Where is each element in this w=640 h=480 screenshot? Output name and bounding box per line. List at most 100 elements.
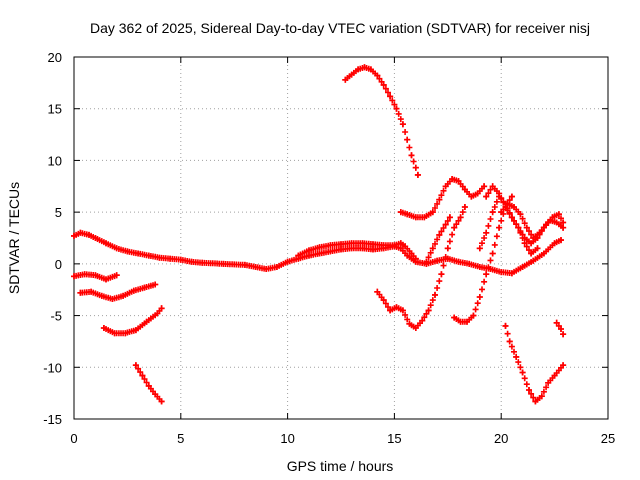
data-point — [513, 353, 520, 360]
data-point — [558, 326, 564, 332]
data-point — [404, 211, 411, 218]
series-track-k — [498, 200, 567, 241]
series-track-upper — [295, 240, 419, 262]
data-point — [103, 240, 109, 247]
data-point — [241, 261, 248, 268]
data-point — [391, 242, 398, 249]
data-point — [412, 255, 419, 262]
data-point — [359, 245, 366, 252]
data-point — [380, 81, 387, 88]
data-point — [100, 325, 107, 331]
data-point — [414, 171, 421, 178]
data-point — [558, 237, 564, 244]
x-tick-labels: 0 5 10 15 20 25 — [70, 431, 615, 446]
data-point — [474, 190, 481, 197]
data-point — [122, 330, 129, 337]
data-point — [511, 204, 517, 210]
data-point — [528, 240, 535, 247]
data-point — [120, 292, 127, 299]
data-point — [370, 241, 376, 248]
data-point — [404, 136, 411, 143]
data-point — [506, 338, 513, 345]
data-point — [145, 382, 152, 389]
data-point — [489, 250, 496, 257]
data-point — [538, 393, 545, 400]
data-point — [470, 312, 477, 319]
data-point — [374, 72, 381, 79]
data-point — [442, 183, 449, 190]
data-point — [549, 214, 556, 221]
data-point — [338, 241, 344, 248]
series-track-lower-c — [100, 305, 165, 337]
data-point — [342, 76, 349, 83]
data-point — [508, 193, 515, 200]
x-tick-label: 5 — [177, 431, 184, 446]
y-tick-label: 20 — [48, 50, 62, 65]
data-point — [402, 243, 409, 250]
data-point — [361, 64, 368, 71]
data-point — [457, 318, 464, 325]
data-point — [338, 246, 344, 253]
data-point — [545, 379, 552, 386]
data-point — [124, 248, 131, 255]
series-track-lower-d — [132, 362, 165, 405]
data-point — [496, 190, 503, 197]
data-point — [528, 250, 535, 257]
data-point — [143, 318, 150, 325]
data-point — [476, 294, 483, 300]
data-point — [158, 305, 165, 312]
data-point — [540, 250, 547, 257]
data-point — [109, 296, 116, 302]
data-point — [113, 245, 120, 252]
data-point — [412, 325, 419, 331]
data-point — [284, 258, 291, 265]
data-point — [98, 292, 105, 299]
data-point — [419, 317, 426, 324]
x-tick-label: 10 — [280, 431, 294, 446]
data-point — [560, 219, 567, 226]
data-point — [551, 372, 558, 379]
data-point — [444, 245, 451, 252]
x-tick-label: 15 — [387, 431, 401, 446]
data-point — [92, 272, 99, 279]
data-point — [560, 362, 567, 369]
data-point — [412, 214, 419, 221]
data-point — [380, 297, 387, 304]
data-point — [135, 250, 142, 257]
data-point — [306, 247, 312, 254]
data-point — [438, 271, 445, 278]
data-point — [113, 272, 120, 279]
series-track-e — [397, 176, 488, 221]
data-point — [508, 214, 515, 221]
data-point — [404, 252, 411, 259]
data-point — [432, 291, 438, 298]
data-point — [532, 398, 539, 405]
data-point — [461, 204, 468, 210]
data-point — [530, 257, 537, 264]
data-point — [387, 307, 394, 314]
data-point — [530, 235, 537, 241]
y-tick-labels: -15 -10 -5 0 5 10 15 20 — [43, 50, 62, 427]
data-point — [498, 209, 505, 216]
series-track-j — [483, 183, 541, 257]
data-point — [374, 288, 381, 295]
data-point — [555, 211, 562, 218]
data-point — [483, 229, 490, 236]
y-tick-label: -10 — [43, 360, 62, 375]
data-point — [397, 240, 404, 247]
data-point — [327, 242, 334, 249]
data-point — [496, 224, 503, 231]
data-point — [295, 252, 302, 259]
data-point — [77, 289, 84, 296]
data-point — [551, 240, 558, 247]
data-series — [71, 64, 567, 405]
x-tick-label: 20 — [494, 431, 508, 446]
data-point — [141, 284, 148, 291]
x-tick-label: 0 — [70, 431, 77, 446]
data-point — [399, 121, 406, 128]
data-point — [483, 271, 490, 278]
data-point — [446, 214, 453, 221]
data-point — [273, 264, 280, 270]
series-track-lower-a — [71, 271, 120, 283]
